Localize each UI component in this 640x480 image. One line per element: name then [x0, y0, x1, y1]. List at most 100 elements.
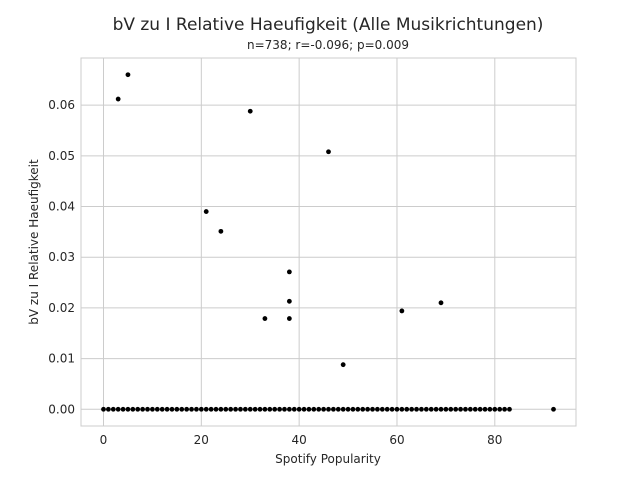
data-point	[277, 406, 282, 412]
data-point	[203, 209, 209, 214]
data-point	[360, 406, 366, 412]
data-point	[140, 406, 146, 412]
x-axis-label: Spotify Popularity	[275, 452, 381, 466]
data-point	[242, 406, 248, 412]
data-point	[169, 406, 175, 412]
data-point	[282, 406, 287, 412]
data-point	[145, 406, 150, 412]
data-point	[135, 406, 141, 412]
data-point	[355, 406, 361, 412]
data-point	[154, 406, 160, 412]
data-point	[404, 406, 410, 412]
x-tick-label: 40	[292, 433, 307, 447]
data-point	[286, 269, 292, 275]
data-point	[414, 406, 419, 412]
data-point	[164, 406, 170, 412]
y-tick-label: 0.03	[48, 250, 75, 264]
data-point	[311, 406, 317, 412]
data-point	[262, 406, 268, 412]
data-point	[301, 406, 307, 412]
x-tick-label: 0	[100, 433, 108, 447]
data-point	[257, 406, 263, 412]
chart-title: bV zu I Relative Haeufigkeit (Alle Musik…	[113, 15, 544, 35]
data-point	[438, 406, 444, 412]
x-tick-label: 80	[487, 433, 502, 447]
data-point	[125, 72, 131, 78]
x-tick-label: 60	[389, 433, 404, 447]
data-point	[272, 406, 278, 412]
data-point	[399, 406, 405, 412]
data-point	[458, 406, 463, 412]
y-tick-label: 0.01	[48, 352, 75, 366]
data-point	[409, 406, 415, 412]
data-point	[198, 406, 204, 412]
data-point	[375, 406, 380, 412]
y-axis-label: bV zu I Relative Haeufigkeit	[27, 159, 41, 325]
y-tick-label: 0.05	[48, 149, 75, 163]
chart-subtitle: n=738; r=-0.096; p=0.009	[247, 38, 409, 52]
data-point	[247, 108, 253, 114]
x-tick-label: 20	[194, 433, 209, 447]
y-tick-label: 0.02	[48, 301, 75, 315]
y-tick-labels: 0.00 0.01 0.02 0.03 0.04 0.05 0.06	[48, 98, 75, 416]
data-point	[326, 406, 331, 412]
data-point	[130, 406, 136, 412]
data-point	[384, 406, 390, 412]
data-point	[247, 406, 253, 412]
data-point	[551, 406, 556, 412]
data-point	[502, 406, 507, 412]
data-point	[120, 406, 126, 412]
data-point	[101, 406, 106, 412]
y-tick-label: 0.06	[48, 98, 75, 112]
data-point	[306, 406, 312, 412]
data-point	[467, 406, 473, 412]
data-point	[350, 406, 356, 412]
data-point	[438, 300, 444, 306]
data-point	[326, 149, 331, 155]
data-point	[316, 406, 322, 412]
data-point	[423, 406, 429, 412]
data-point	[179, 406, 185, 412]
data-point	[340, 406, 346, 412]
data-point	[203, 406, 209, 412]
data-point	[428, 406, 434, 412]
data-point	[238, 406, 243, 412]
data-point	[213, 406, 219, 412]
data-point	[419, 406, 424, 412]
data-point	[487, 406, 493, 412]
data-point	[433, 406, 439, 412]
data-point	[443, 406, 449, 412]
data-point	[286, 316, 292, 321]
data-point	[321, 406, 327, 412]
data-point	[208, 406, 214, 412]
data-point	[330, 406, 336, 412]
data-point	[340, 362, 346, 368]
data-point	[150, 406, 155, 412]
data-point	[159, 406, 165, 412]
data-point	[379, 406, 385, 412]
data-point	[115, 406, 121, 412]
data-point	[477, 406, 483, 412]
data-point	[482, 406, 488, 412]
y-tick-label: 0.00	[48, 402, 75, 416]
data-point	[286, 406, 292, 412]
data-point	[394, 406, 400, 412]
x-tick-labels: 0 20 40 60 80	[100, 433, 503, 447]
data-point	[453, 406, 459, 412]
data-point	[389, 406, 395, 412]
data-point	[370, 406, 375, 412]
data-point	[105, 406, 111, 412]
data-point	[507, 406, 512, 412]
data-point	[218, 228, 224, 234]
y-tick-label: 0.04	[48, 200, 75, 214]
data-point	[174, 406, 180, 412]
data-point	[448, 406, 454, 412]
data-point	[492, 406, 498, 412]
data-points	[101, 72, 556, 412]
data-point	[286, 298, 292, 304]
data-point	[262, 316, 268, 321]
data-point	[497, 406, 503, 412]
data-point	[365, 406, 371, 412]
data-point	[267, 406, 273, 412]
data-point	[296, 406, 302, 412]
